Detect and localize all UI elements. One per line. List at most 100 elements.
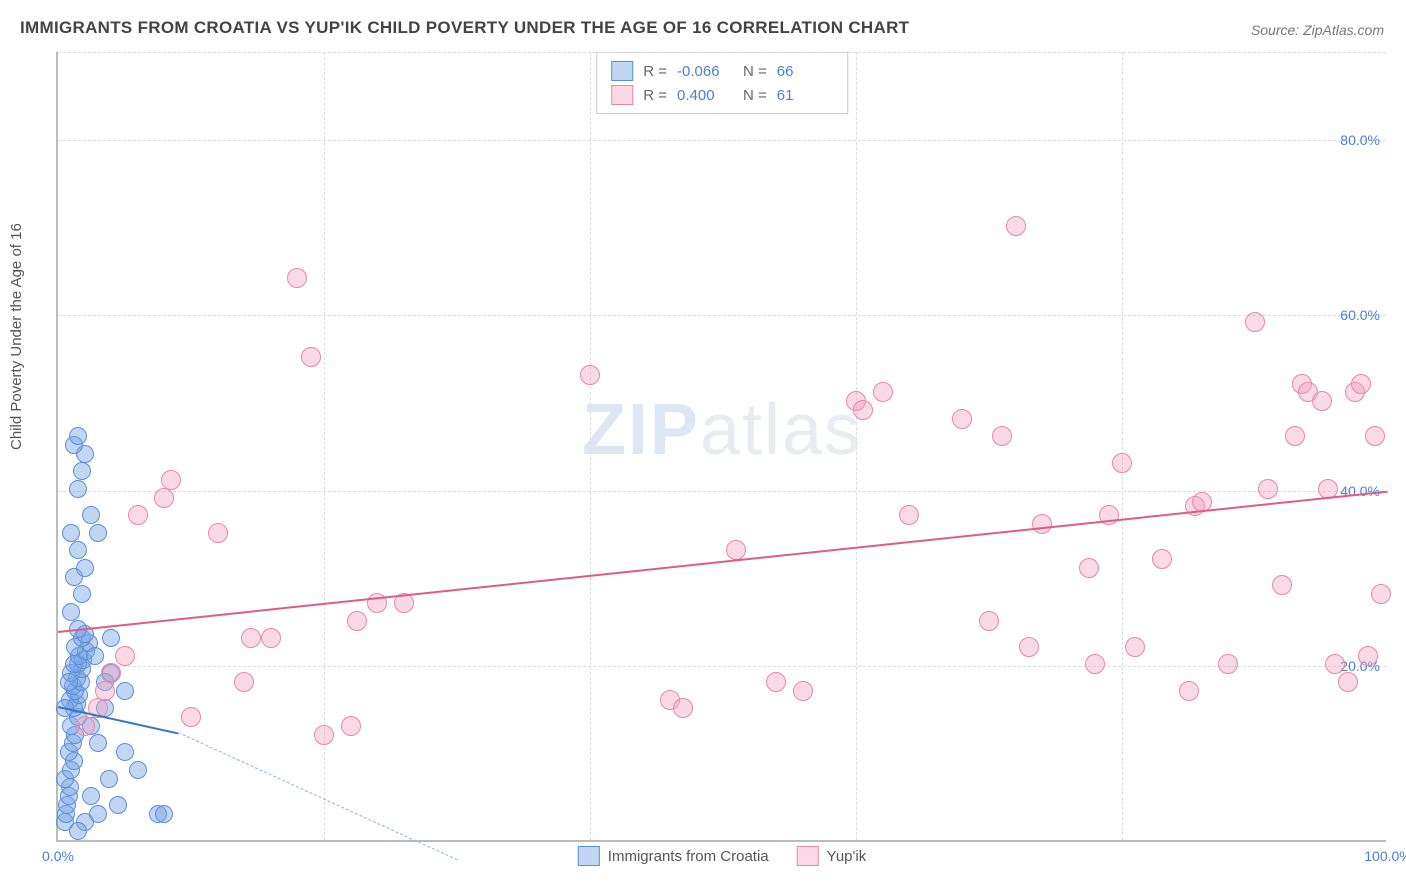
scatter-point <box>793 681 813 701</box>
scatter-point <box>115 646 135 666</box>
watermark: ZIPatlas <box>582 389 862 471</box>
source-attribution: Source: ZipAtlas.com <box>1251 22 1384 38</box>
stat-n-value: 66 <box>777 63 833 80</box>
series-swatch <box>611 61 633 81</box>
scatter-point <box>109 796 127 814</box>
scatter-point <box>1125 637 1145 657</box>
scatter-point <box>1312 391 1332 411</box>
stat-n-value: 61 <box>777 87 833 104</box>
gridline-vertical <box>856 52 857 840</box>
stat-label: R = <box>643 87 667 104</box>
scatter-point <box>181 707 201 727</box>
scatter-point <box>673 698 693 718</box>
stat-label: R = <box>643 63 667 80</box>
legend-item: Immigrants from Croatia <box>578 846 769 866</box>
scatter-point <box>69 541 87 559</box>
scatter-point <box>208 523 228 543</box>
scatter-point <box>853 400 873 420</box>
scatter-point <box>82 506 100 524</box>
gridline-horizontal <box>58 491 1386 492</box>
scatter-point <box>1371 584 1391 604</box>
scatter-point <box>1079 558 1099 578</box>
scatter-point <box>873 382 893 402</box>
scatter-point <box>73 585 91 603</box>
scatter-point <box>1358 646 1378 666</box>
scatter-point <box>1085 654 1105 674</box>
legend-label: Immigrants from Croatia <box>608 848 769 865</box>
stat-label: N = <box>743 63 767 80</box>
scatter-point <box>89 734 107 752</box>
gridline-horizontal <box>58 315 1386 316</box>
scatter-point <box>1258 479 1278 499</box>
y-tick-label: 60.0% <box>1340 307 1380 323</box>
scatter-point <box>301 347 321 367</box>
gridline-horizontal <box>58 52 1386 53</box>
scatter-point <box>89 524 107 542</box>
scatter-point <box>726 540 746 560</box>
trend-line <box>58 491 1388 633</box>
x-tick-label: 100.0% <box>1364 848 1406 864</box>
scatter-point <box>1338 672 1358 692</box>
scatter-point <box>1245 312 1265 332</box>
gridline-vertical <box>1122 52 1123 840</box>
scatter-point <box>62 524 80 542</box>
scatter-point <box>128 505 148 525</box>
scatter-point <box>76 559 94 577</box>
scatter-point <box>116 743 134 761</box>
correlation-stats-box: R = -0.066 N = 66 R = 0.400 N = 61 <box>596 52 848 114</box>
scatter-point <box>234 672 254 692</box>
stat-label: N = <box>743 87 767 104</box>
scatter-point <box>75 716 95 736</box>
scatter-point <box>62 603 80 621</box>
scatter-point <box>100 770 118 788</box>
scatter-point <box>69 427 87 445</box>
scatter-point <box>1218 654 1238 674</box>
series-swatch <box>611 85 633 105</box>
scatter-point <box>1285 426 1305 446</box>
watermark-atlas: atlas <box>700 390 862 470</box>
legend: Immigrants from Croatia Yup'ik <box>578 846 866 866</box>
scatter-point <box>261 628 281 648</box>
legend-swatch <box>578 846 600 866</box>
scatter-point <box>155 805 173 823</box>
scatter-point <box>347 611 367 631</box>
scatter-point <box>952 409 972 429</box>
scatter-point <box>89 805 107 823</box>
stat-r-value: 0.400 <box>677 87 733 104</box>
x-tick-label: 0.0% <box>42 848 74 864</box>
scatter-point <box>287 268 307 288</box>
scatter-point <box>1272 575 1292 595</box>
scatter-point <box>73 462 91 480</box>
scatter-point <box>314 725 334 745</box>
chart-title: IMMIGRANTS FROM CROATIA VS YUP'IK CHILD … <box>20 18 909 38</box>
scatter-point <box>1152 549 1172 569</box>
scatter-point <box>1006 216 1026 236</box>
legend-label: Yup'ik <box>827 848 867 865</box>
scatter-point <box>82 787 100 805</box>
scatter-point <box>161 470 181 490</box>
scatter-point <box>101 663 121 683</box>
scatter-point <box>1112 453 1132 473</box>
watermark-zip: ZIP <box>582 390 700 470</box>
stats-row: R = -0.066 N = 66 <box>611 59 833 83</box>
y-axis-label: Child Poverty Under the Age of 16 <box>8 223 25 450</box>
scatter-point <box>60 673 78 691</box>
scatter-point <box>1325 654 1345 674</box>
scatter-plot-area: ZIPatlas R = -0.066 N = 66 R = 0.400 N =… <box>56 52 1386 842</box>
legend-swatch <box>797 846 819 866</box>
scatter-point <box>899 505 919 525</box>
scatter-point <box>992 426 1012 446</box>
scatter-point <box>1032 514 1052 534</box>
y-tick-label: 80.0% <box>1340 132 1380 148</box>
scatter-point <box>1365 426 1385 446</box>
scatter-point <box>154 488 174 508</box>
scatter-point <box>766 672 786 692</box>
gridline-vertical <box>590 52 591 840</box>
scatter-point <box>95 681 115 701</box>
gridline-horizontal <box>58 140 1386 141</box>
scatter-point <box>86 647 104 665</box>
scatter-point <box>1019 637 1039 657</box>
scatter-point <box>69 480 87 498</box>
scatter-point <box>241 628 261 648</box>
scatter-point <box>580 365 600 385</box>
